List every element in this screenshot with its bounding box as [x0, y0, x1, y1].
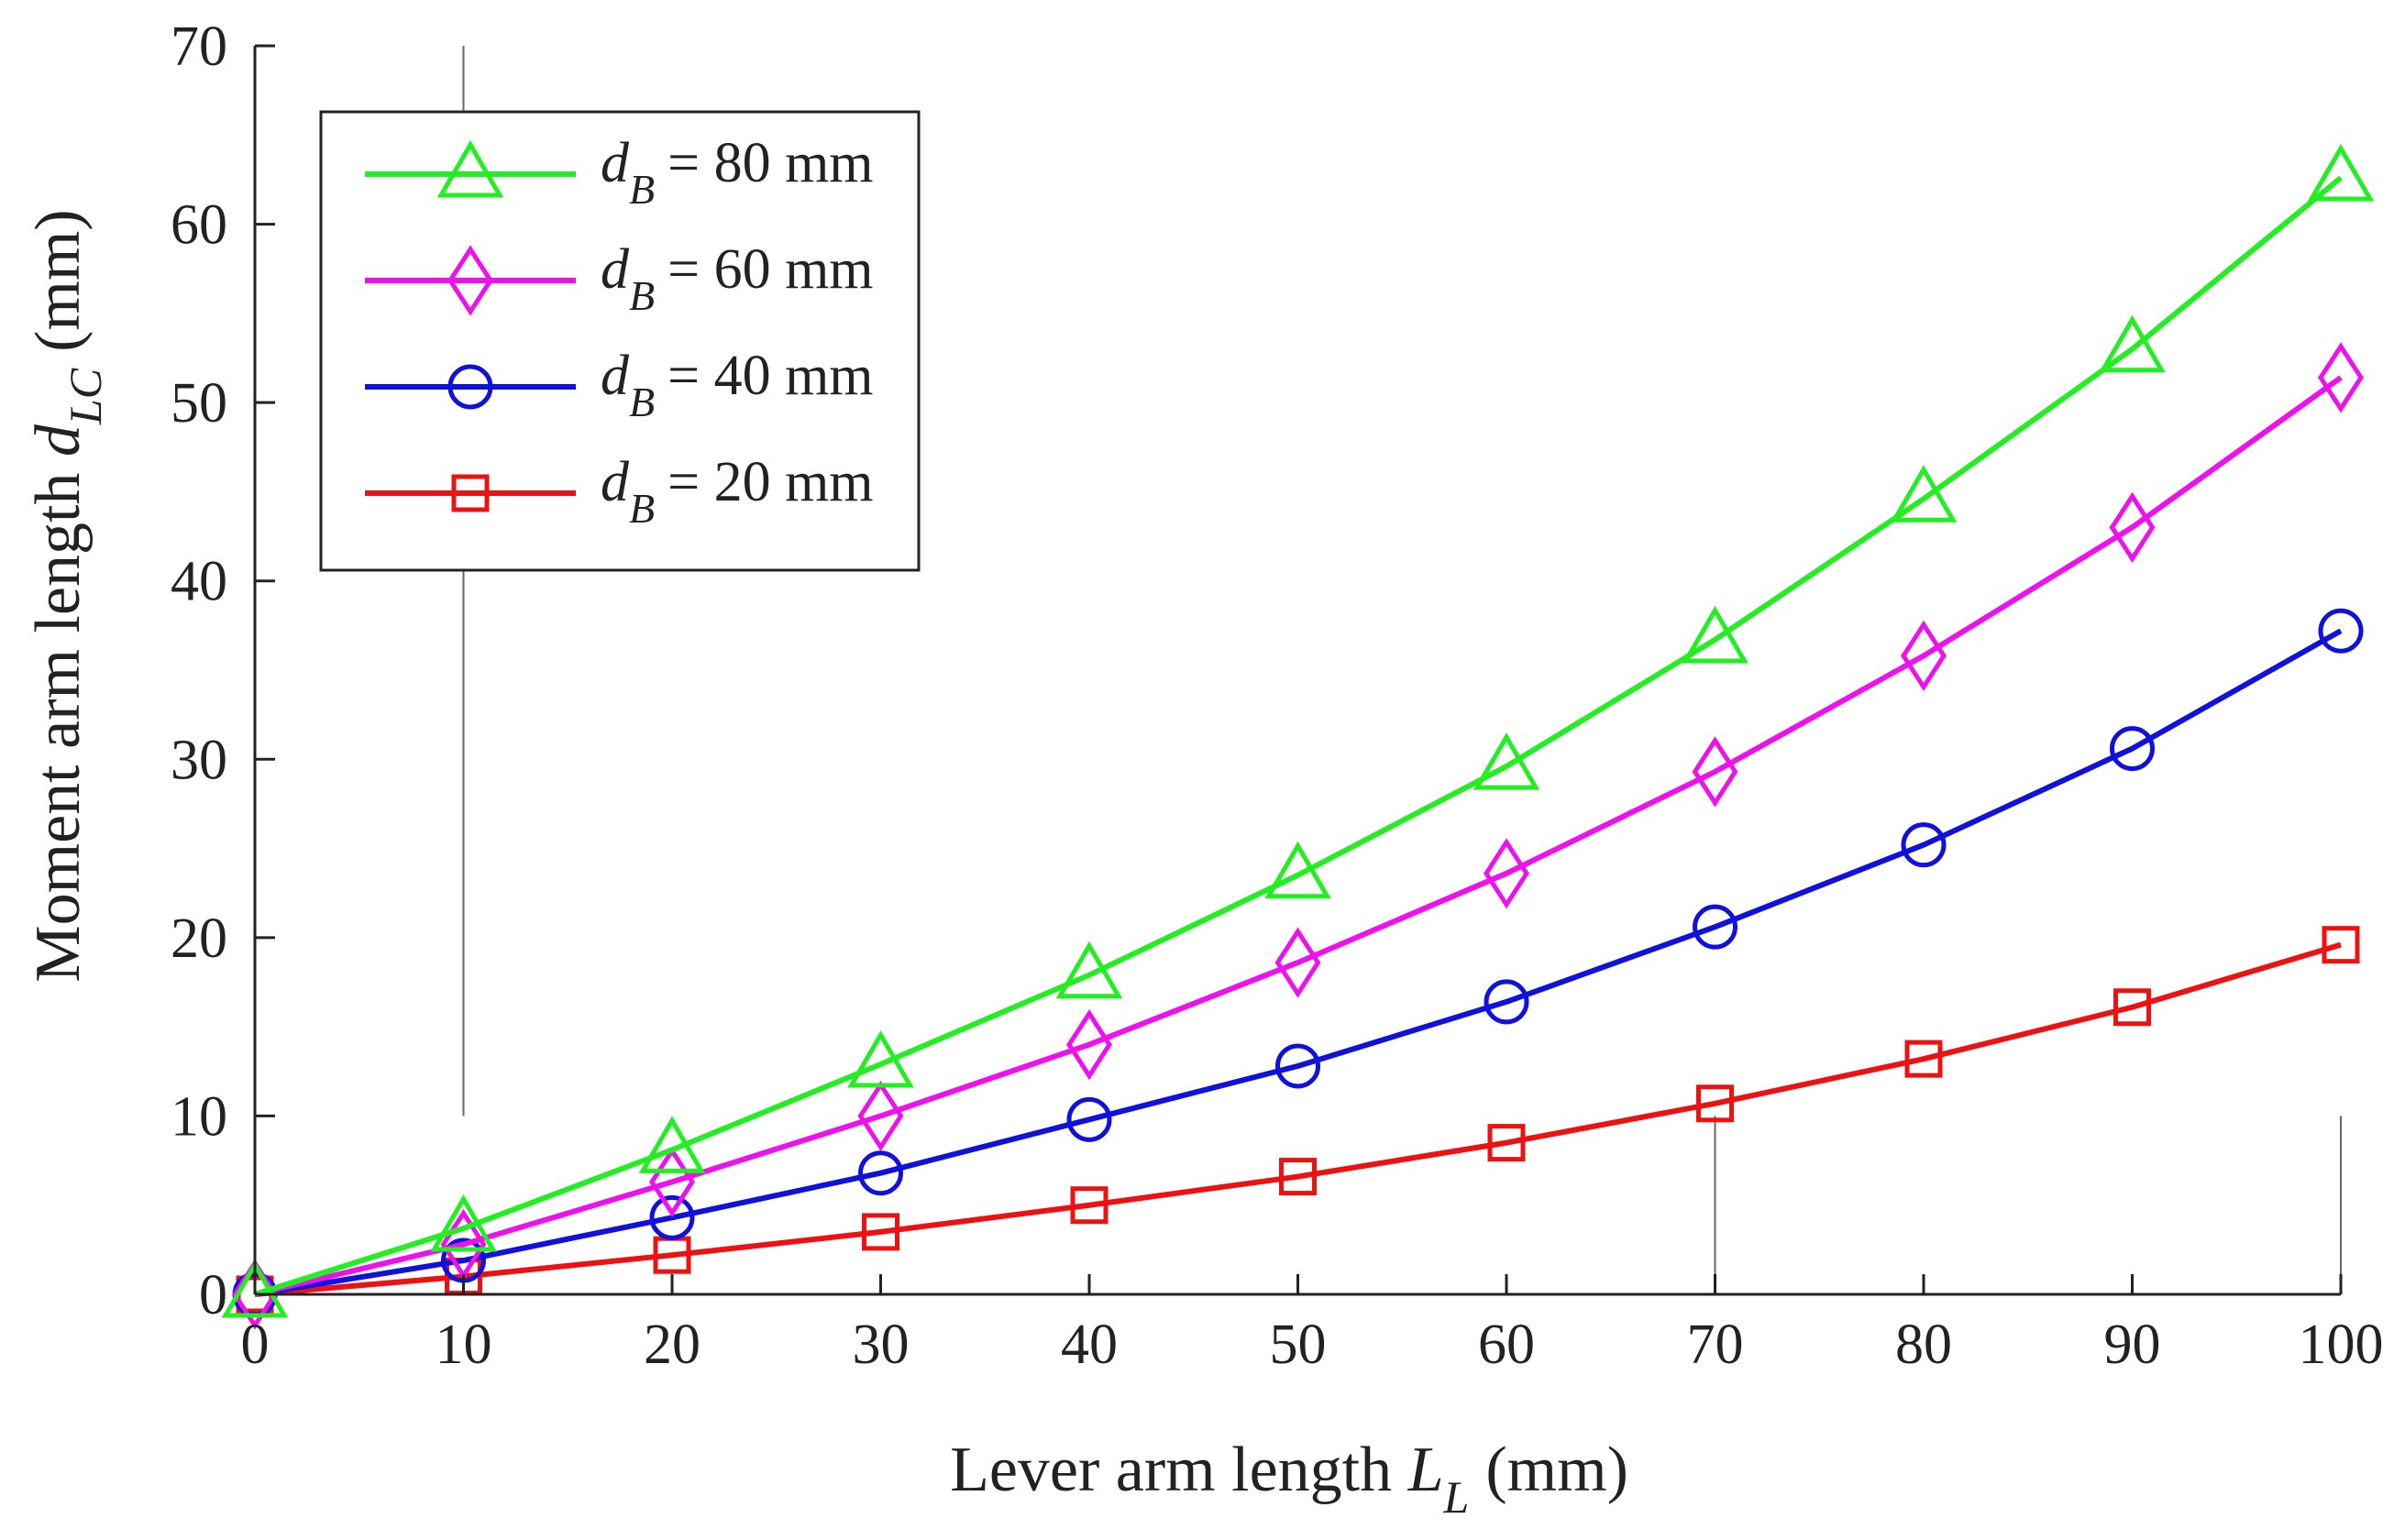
data-point: [2318, 608, 2364, 654]
x-tick-label: 90: [2104, 1314, 2161, 1376]
x-tick-label: 100: [2299, 1314, 2384, 1376]
legend-entry: dB = 20 mm: [365, 451, 874, 532]
data-point: [2322, 926, 2360, 964]
y-tick-label: 0: [199, 1264, 227, 1326]
legend: dB = 80 mm dB = 60 mm dB = 40 mm dB = 20 mm: [319, 110, 921, 572]
data-point: [1487, 1124, 1526, 1162]
x-tick-label: 60: [1478, 1314, 1535, 1376]
x-tick-label: 10: [436, 1314, 492, 1376]
data-point: [847, 1030, 914, 1088]
y-tick-label: 40: [171, 551, 227, 613]
data-point: [1264, 841, 1331, 899]
x-tick-label: 30: [853, 1314, 910, 1376]
y-axis-title: Moment arm length dLC(mm): [23, 209, 111, 982]
series-layer: [221, 144, 2375, 1330]
legend-entry: dB = 80 mm: [365, 132, 874, 213]
legend-marker: [451, 474, 490, 512]
x-axis-title: Lever arm length LL (mm): [950, 1435, 1628, 1523]
y-tick-label: 10: [171, 1085, 227, 1148]
x-tick-label: 0: [241, 1314, 270, 1376]
legend-entry: dB = 60 mm: [365, 238, 874, 319]
data-point: [1279, 1158, 1317, 1196]
data-point: [2109, 491, 2156, 563]
data-point: [857, 1080, 904, 1152]
data-point: [2110, 726, 2155, 772]
legend-label: dB = 80 mm: [601, 132, 874, 213]
data-point: [1055, 940, 1123, 999]
y-tick-label: 70: [171, 16, 227, 78]
legend-label: dB = 40 mm: [601, 345, 874, 425]
y-tick-label: 60: [171, 194, 227, 257]
legend-label: dB = 20 mm: [601, 451, 874, 532]
data-point: [2307, 144, 2375, 202]
y-tick-label: 20: [171, 908, 227, 970]
data-point: [1682, 605, 1749, 664]
data-point: [862, 1213, 899, 1251]
data-point: [1066, 1008, 1112, 1081]
series-line: [254, 628, 2343, 1297]
data-point: [1066, 1096, 1112, 1142]
x-tick-label: 70: [1687, 1314, 1744, 1376]
legend-label: dB = 60 mm: [601, 238, 874, 319]
data-point: [1070, 1186, 1109, 1225]
data-point: [1484, 838, 1529, 909]
legend-marker: [447, 245, 493, 316]
x-tick-label: 80: [1895, 1314, 1952, 1376]
series-line: [254, 175, 2343, 1297]
axes-layer: 0 10 20 30 40 50 60 70 80 90 100 0 10 20 30 40 50 60 70: [171, 16, 2384, 1376]
data-point: [649, 1194, 695, 1240]
data-point: [1890, 465, 1958, 522]
y-tick-label: 50: [171, 372, 227, 434]
data-point: [1696, 1084, 1734, 1123]
data-point: [2099, 314, 2166, 373]
data-point: [2113, 988, 2151, 1027]
data-point: [1274, 927, 1321, 998]
data-point: [1484, 979, 1529, 1025]
x-tick-label: 40: [1061, 1314, 1118, 1376]
series-triangle: [221, 144, 2375, 1318]
data-point: [1901, 822, 1947, 868]
data-point: [430, 1194, 497, 1252]
x-tick-label: 50: [1270, 1314, 1327, 1376]
data-point: [1473, 732, 1540, 790]
series-line: [254, 941, 2342, 1297]
legend-marker: [447, 364, 493, 410]
data-point: [2318, 342, 2364, 413]
data-point: [1692, 736, 1738, 808]
data-point: [1901, 620, 1947, 692]
data-point: [858, 1150, 903, 1196]
data-point: [1904, 1040, 1943, 1078]
data-point: [1693, 904, 1738, 950]
data-point: [221, 1260, 289, 1318]
y-tick-label: 30: [171, 729, 227, 791]
legend-entry: dB = 40 mm: [365, 345, 874, 425]
series-line: [254, 375, 2343, 1297]
series-square: [236, 926, 2360, 1314]
data-point: [638, 1116, 706, 1173]
x-tick-label: 20: [644, 1314, 701, 1376]
legend-marker: [436, 140, 504, 198]
data-point: [1275, 1043, 1320, 1089]
